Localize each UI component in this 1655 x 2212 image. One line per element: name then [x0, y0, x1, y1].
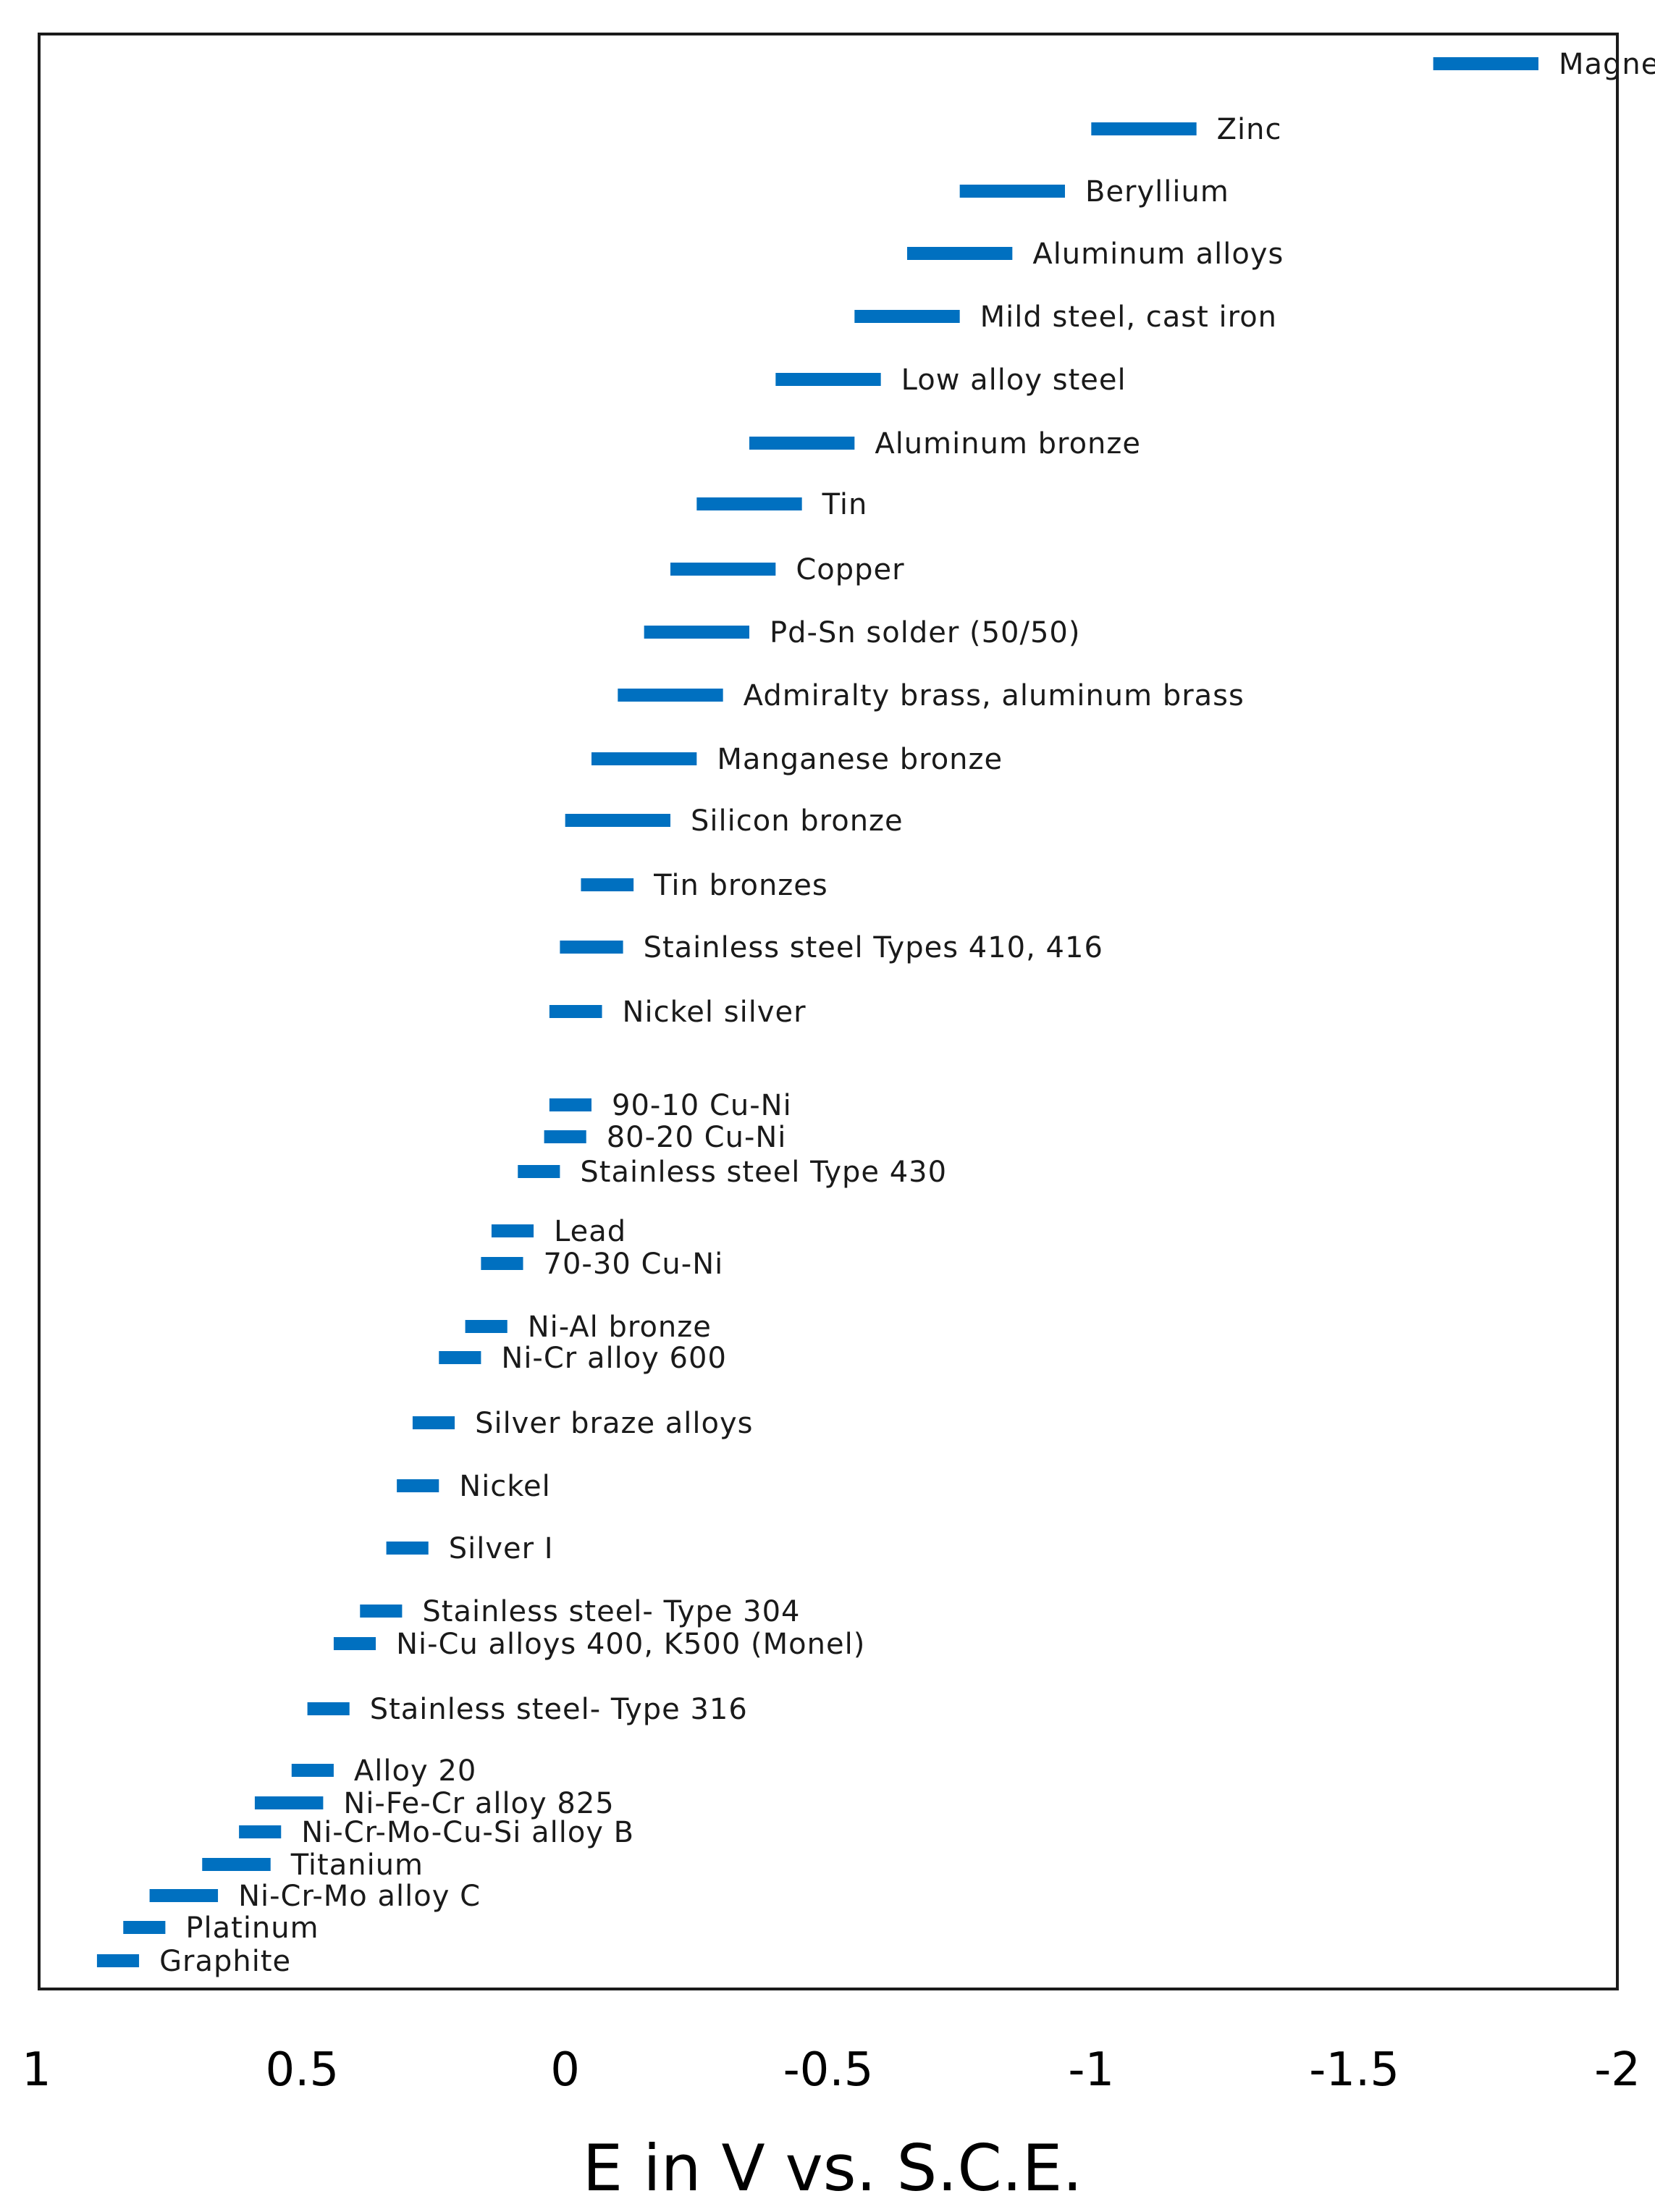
range-bar [581, 878, 634, 891]
plot-frame [38, 33, 1619, 1990]
range-bar [907, 247, 1013, 260]
range-bar [1091, 122, 1197, 135]
x-axis-title: E in V vs. S.C.E. [583, 2131, 1083, 2205]
range-bar [560, 941, 623, 954]
bar-label: Mild steel, cast iron [980, 300, 1277, 334]
range-bar [518, 1165, 560, 1178]
range-bar [360, 1605, 403, 1618]
bar-label: Alloy 20 [354, 1754, 476, 1788]
bar-label: Aluminum bronze [875, 427, 1141, 461]
bar-label: 90-10 Cu-Ni [612, 1089, 792, 1122]
bar-label: 80-20 Cu-Ni [607, 1121, 787, 1154]
range-bar [696, 497, 802, 510]
range-bar [96, 1954, 140, 1967]
bar-label: Silver I [449, 1532, 554, 1565]
x-tick-label: 0.5 [265, 2043, 339, 2097]
range-bar [239, 1825, 282, 1838]
range-bar [549, 1005, 602, 1018]
bar-label: Titanium [290, 1849, 424, 1882]
x-tick-label: 1 [22, 2043, 51, 2097]
x-tick-label: -1.5 [1309, 2043, 1399, 2097]
bar-label: Stainless steel Type 430 [580, 1156, 947, 1189]
range-bar [149, 1889, 219, 1902]
bar-label: Manganese bronze [717, 743, 1003, 776]
range-bar [591, 752, 697, 765]
bar-label: Aluminum alloys [1032, 237, 1284, 271]
bar-label: Ni-Fe-Cr alloy 825 [343, 1787, 614, 1820]
range-bar [854, 310, 960, 323]
range-bar [123, 1921, 166, 1934]
bar-label: Silver braze alloys [475, 1407, 753, 1440]
bar-label: Zinc [1217, 113, 1282, 146]
range-bar [439, 1351, 481, 1364]
range-bar [491, 1224, 534, 1237]
bar-labels-layer: Magnesium Zinc Beryllium Aluminum alloys Mil… [159, 48, 1655, 1978]
bars-layer [96, 57, 1538, 1967]
bar-label: Ni-Cr-Mo-Cu-Si alloy B [301, 1816, 634, 1849]
bar-label: Ni-Al bronze [528, 1311, 712, 1344]
bar-label: Stainless steel- Type 316 [370, 1693, 748, 1726]
range-bar [386, 1542, 429, 1555]
range-bar [670, 563, 776, 576]
bar-label: Tin bronzes [653, 869, 828, 902]
bar-label: Nickel [459, 1470, 551, 1503]
range-bar [307, 1702, 350, 1715]
bar-label: Ni-Cr alloy 600 [501, 1342, 727, 1375]
bar-label: Lead [554, 1215, 626, 1248]
range-bar [1433, 57, 1538, 70]
x-tick-labels-layer: 1 0.5 0 -0.5 -1 -1.5 -2 [22, 2043, 1641, 2097]
range-bar [565, 814, 670, 827]
range-bar [959, 185, 1065, 198]
range-bar [775, 373, 881, 386]
bar-label: Silicon bronze [691, 804, 904, 838]
x-tick-label: -0.5 [783, 2043, 874, 2097]
bar-label: Stainless steel Types 410, 416 [644, 931, 1103, 964]
bar-label: Tin [822, 488, 868, 521]
bar-label: Ni-Cu alloys 400, K500 (Monel) [396, 1628, 865, 1661]
x-tick-label: 0 [550, 2043, 580, 2097]
range-bar [333, 1637, 376, 1650]
range-bar [549, 1098, 591, 1111]
bar-label: Stainless steel- Type 304 [422, 1595, 800, 1628]
bar-label: Ni-Cr-Mo alloy C [238, 1880, 481, 1913]
x-tick-label: -2 [1594, 2043, 1641, 2097]
range-bar [618, 689, 723, 702]
range-bar [749, 437, 855, 450]
range-bar [202, 1858, 271, 1871]
bar-label: Beryllium [1085, 175, 1229, 209]
range-bar [481, 1257, 523, 1270]
bar-label: Magnesium [1559, 48, 1655, 81]
range-bar [254, 1796, 324, 1809]
range-bar [544, 1130, 586, 1143]
bar-label: Low alloy steel [901, 363, 1127, 397]
bar-label: Copper [796, 553, 904, 586]
bar-label: Graphite [159, 1945, 291, 1978]
range-bar [465, 1320, 508, 1333]
range-bar [412, 1416, 455, 1429]
bar-label: Nickel silver [623, 996, 807, 1029]
range-bar [397, 1479, 439, 1492]
bar-label: Pd-Sn solder (50/50) [770, 616, 1080, 649]
bar-label: Platinum [185, 1912, 319, 1945]
range-bar [291, 1764, 334, 1777]
bar-label: Admiralty brass, aluminum brass [744, 679, 1245, 712]
x-tick-label: -1 [1068, 2043, 1114, 2097]
range-bar [644, 626, 749, 639]
bar-label: 70-30 Cu-Ni [544, 1248, 724, 1281]
